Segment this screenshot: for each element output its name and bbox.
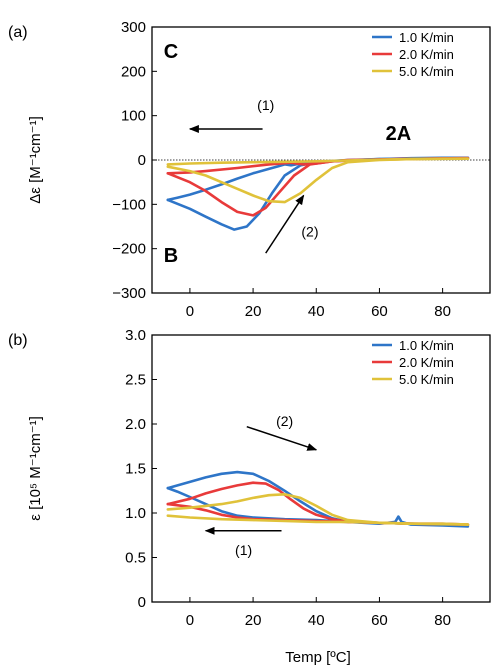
direction-arrow xyxy=(246,425,318,451)
legend-label: 5.0 K/min xyxy=(399,64,454,79)
xtick-label: 80 xyxy=(434,612,451,629)
ytick-label: 200 xyxy=(121,63,146,80)
x-axis-label-b: Temp [ºC] xyxy=(285,649,351,666)
panel-a: (a) −300 −200 −100 0 100 200 300 0 20 40 60 80 Δε [M⁻… xyxy=(8,19,491,320)
xtick-label: 20 xyxy=(245,303,262,320)
ytick-label: 1.5 xyxy=(125,461,146,478)
panel-label-b: (b) xyxy=(8,332,28,349)
xtick-label: 0 xyxy=(186,303,194,320)
ytick-label: 100 xyxy=(121,108,146,125)
panel-label-a: (a) xyxy=(8,24,28,41)
y-axis-label-b: ε [10⁵ M⁻¹cm⁻¹] xyxy=(27,416,44,521)
annotation-label: (2) xyxy=(276,413,293,429)
ytick-label: 0.5 xyxy=(125,550,146,567)
ytick-label: 3.0 xyxy=(125,327,146,344)
annotation-label: B xyxy=(164,245,178,267)
series-line-1-0-K-min-heating xyxy=(166,156,470,231)
legend-label: 1.0 K/min xyxy=(399,338,454,353)
legend-label: 2.0 K/min xyxy=(399,355,454,370)
ytick-label: −100 xyxy=(112,196,146,213)
panel-b: (b) 0 0.5 1.0 1.5 2.0 2.5 3.0 0 20 40 60 80 ε [10⁵ M⁻… xyxy=(8,327,491,666)
series-line-1-0-K-min-heating xyxy=(166,470,470,528)
xtick-label: 0 xyxy=(186,612,194,629)
xtick-label: 80 xyxy=(434,303,451,320)
direction-arrow xyxy=(265,194,305,254)
xtick-label: 20 xyxy=(245,612,262,629)
xtick-label: 40 xyxy=(308,612,325,629)
annotation-label: C xyxy=(164,41,178,63)
ytick-label: 2.0 xyxy=(125,416,146,433)
ytick-label: 0 xyxy=(138,594,146,611)
legend-label: 1.0 K/min xyxy=(399,30,454,45)
ytick-label: 300 xyxy=(121,19,146,36)
ytick-label: −200 xyxy=(112,241,146,258)
annotation-label: (2) xyxy=(301,223,318,239)
xtick-label: 60 xyxy=(371,303,388,320)
ytick-label: 1.0 xyxy=(125,505,146,522)
annotation-label: (1) xyxy=(235,542,252,558)
annotation-label: 2A xyxy=(386,123,412,145)
series-line-5-0-K-min-cooling xyxy=(166,514,470,526)
ytick-label: −300 xyxy=(112,285,146,302)
legend-label: 5.0 K/min xyxy=(399,372,454,387)
ytick-label: 2.5 xyxy=(125,372,146,389)
legend-label: 2.0 K/min xyxy=(399,47,454,62)
series-line-5-0-K-min-cooling xyxy=(166,157,470,166)
xtick-label: 40 xyxy=(308,303,325,320)
xtick-label: 60 xyxy=(371,612,388,629)
ytick-label: 0 xyxy=(138,152,146,169)
y-axis-label-a: Δε [M⁻¹cm⁻¹] xyxy=(27,116,44,204)
annotation-label: (1) xyxy=(257,97,274,113)
